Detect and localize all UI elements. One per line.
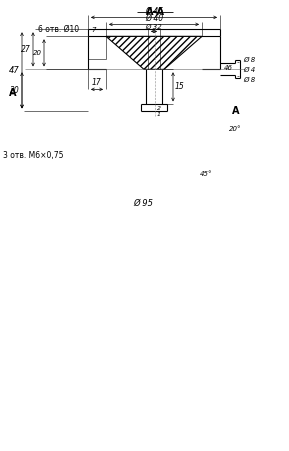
- Text: Ø 8: Ø 8: [243, 76, 255, 83]
- Text: 6 отв. Ø10: 6 отв. Ø10: [38, 25, 79, 34]
- Text: 46: 46: [224, 65, 233, 71]
- Text: 27: 27: [21, 45, 31, 54]
- Text: А: А: [9, 88, 17, 98]
- Text: Ø 46: Ø 46: [145, 7, 163, 16]
- Text: Ø 8: Ø 8: [243, 56, 255, 62]
- Text: Ø 4: Ø 4: [243, 66, 255, 72]
- Text: 7: 7: [92, 28, 96, 33]
- Text: 45°: 45°: [200, 171, 213, 177]
- Text: 2: 2: [157, 106, 161, 111]
- Polygon shape: [106, 37, 202, 69]
- Circle shape: [140, 103, 146, 109]
- Text: А-А: А-А: [145, 7, 164, 18]
- Text: 15: 15: [175, 83, 185, 92]
- Text: Ø 95: Ø 95: [133, 199, 153, 208]
- Text: Ø 40: Ø 40: [145, 14, 163, 23]
- Text: 17: 17: [92, 78, 102, 87]
- Text: А: А: [232, 106, 240, 116]
- Text: 1: 1: [157, 112, 161, 117]
- Text: 20: 20: [33, 50, 42, 56]
- Text: 47: 47: [9, 66, 20, 75]
- Text: Ø 32: Ø 32: [146, 24, 162, 30]
- Text: 20: 20: [10, 86, 20, 95]
- Text: 3 отв. M6×0,75: 3 отв. M6×0,75: [3, 152, 64, 161]
- Text: 20°: 20°: [229, 126, 242, 132]
